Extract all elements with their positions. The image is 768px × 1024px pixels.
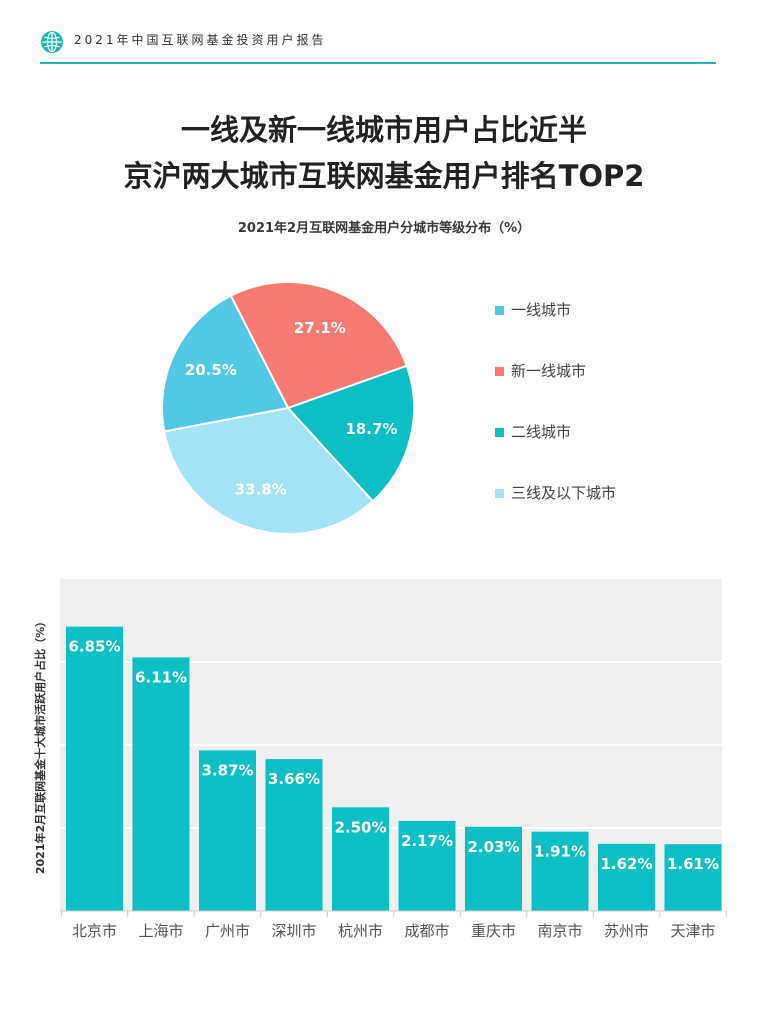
page-title-line1: 一线及新一线城市用户占比近半 xyxy=(180,113,587,147)
pie-chart: 27.1% 18.7% 33.8% 20.5% xyxy=(161,281,415,535)
x-tick-label: 天津市 xyxy=(670,922,715,940)
bar-value-label: 2.03% xyxy=(467,838,519,856)
x-tick-label: 苏州市 xyxy=(604,922,649,940)
legend-label: 一线城市 xyxy=(511,301,572,319)
bar xyxy=(398,820,456,911)
x-tick-label: 成都市 xyxy=(404,922,449,940)
bar xyxy=(465,826,522,911)
globe-icon xyxy=(41,31,63,53)
pie-slice-label: 18.7% xyxy=(345,420,397,438)
x-tick-label: 上海市 xyxy=(138,922,183,940)
bar xyxy=(664,844,722,911)
bar-value-label: 1.62% xyxy=(600,855,652,873)
legend-swatch xyxy=(495,306,504,315)
pie-slice xyxy=(286,364,415,503)
bar-value-label: 6.11% xyxy=(135,668,187,686)
bar-value-label: 6.85% xyxy=(68,638,120,656)
bar xyxy=(66,626,123,911)
legend-swatch xyxy=(495,428,504,437)
x-tick-label: 南京市 xyxy=(537,922,582,940)
bar-value-label: 1.91% xyxy=(534,843,586,861)
bar-chart: 6.85% 北京市 6.11% 上海市 3.87% 广州市 3.66% 深圳市 2.50% 杭州市… xyxy=(33,579,727,940)
header-divider xyxy=(40,62,716,64)
legend-label: 新一线城市 xyxy=(511,362,587,380)
bar xyxy=(531,831,589,911)
pie-slice xyxy=(161,294,290,433)
bar xyxy=(199,750,256,911)
pie-slice-label: 33.8% xyxy=(235,481,287,499)
x-tick-label: 杭州市 xyxy=(338,922,383,940)
pie-slice-label: 20.5% xyxy=(185,361,237,379)
legend-label: 三线及以下城市 xyxy=(511,484,617,502)
legend-swatch xyxy=(495,489,504,498)
report-title: 2021年中国互联网基金投资用户报告 xyxy=(74,33,327,47)
bar-value-label: 1.61% xyxy=(667,855,719,873)
x-tick-label: 广州市 xyxy=(205,922,250,940)
bar xyxy=(332,807,389,912)
pie-slice-label: 27.1% xyxy=(294,319,346,337)
pie-slice xyxy=(229,281,409,410)
bar-value-label: 2.17% xyxy=(401,832,453,850)
x-tick-label: 重庆市 xyxy=(471,922,516,940)
report-header: 2021年中国互联网基金投资用户报告 xyxy=(40,28,716,64)
bar-value-label: 3.66% xyxy=(268,770,320,788)
pie-chart-title: 2021年2月互联网基金用户分城市等级分布（%） xyxy=(237,221,531,236)
legend-swatch xyxy=(495,367,504,376)
legend-label: 二线城市 xyxy=(511,423,572,441)
bar-value-label: 3.87% xyxy=(201,761,253,779)
x-tick-label: 深圳市 xyxy=(271,922,316,940)
bar xyxy=(132,657,190,911)
bar-value-label: 2.50% xyxy=(334,818,386,836)
x-tick-label: 北京市 xyxy=(72,922,117,940)
pie-slice xyxy=(163,406,375,535)
page-title-line2: 京沪两大城市互联网基金用户排名TOP2 xyxy=(123,159,645,193)
bar xyxy=(265,759,323,911)
bar xyxy=(598,843,655,911)
y-axis-label: 2021年2月互联网基金十大城市活跃用户占比（%） xyxy=(33,616,47,874)
